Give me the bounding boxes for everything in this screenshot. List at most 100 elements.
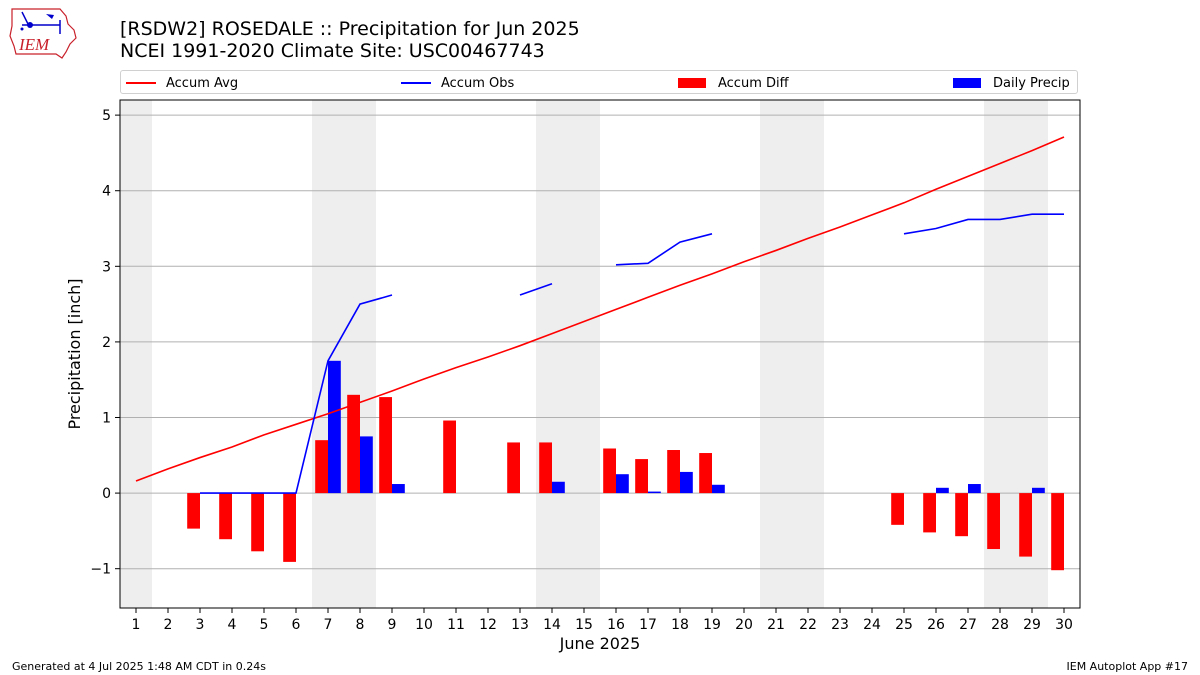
daily-precip-bar [1032, 487, 1045, 494]
daily-precip-bar [328, 360, 341, 494]
legend-swatch [126, 82, 156, 84]
svg-text:IEM: IEM [18, 35, 50, 54]
accum-diff-bar [955, 493, 968, 537]
daily-precip-bar [712, 484, 725, 494]
x-tick-label: 2 [164, 617, 173, 633]
x-tick-label: 24 [863, 617, 881, 633]
accum-diff-bar [347, 394, 360, 494]
y-tick-label: 1 [102, 411, 111, 427]
accum-obs-line [903, 213, 1064, 235]
x-tick-label: 28 [991, 617, 1009, 633]
x-tick-label: 16 [607, 617, 625, 633]
plot-frame [119, 99, 1081, 609]
accum-diff-bar [603, 448, 616, 494]
accum-diff-bar [667, 450, 680, 494]
x-tick-label: 21 [767, 617, 785, 633]
chart-legend: Accum Avg Accum Obs Accum Diff Daily Pre… [120, 70, 1078, 94]
accum-diff-bar [315, 440, 328, 494]
x-tick-label: 5 [260, 617, 269, 633]
accum-diff-bar [379, 397, 392, 494]
accum-avg-line [135, 136, 1065, 482]
x-tick-label: 15 [575, 617, 593, 633]
accum-obs-line [519, 282, 553, 296]
x-tick-label: 13 [511, 617, 529, 633]
daily-precip-bar [648, 491, 661, 494]
y-tick-label: 3 [102, 259, 111, 275]
x-tick-label: 18 [671, 617, 689, 633]
x-tick-label: 12 [479, 617, 497, 633]
legend-label: Accum Diff [718, 75, 789, 91]
y-axis-label: Precipitation [inch] [65, 278, 84, 429]
accum-diff-bar [539, 442, 552, 494]
daily-precip-bar [616, 474, 629, 494]
accum-diff-bar [923, 493, 936, 533]
x-tick-label: 20 [735, 617, 753, 633]
x-tick-label: 29 [1023, 617, 1041, 633]
x-tick-label: 25 [895, 617, 913, 633]
legend-swatch [953, 78, 981, 88]
y-tick-label: −1 [90, 562, 111, 578]
accum-diff-bar [1051, 493, 1064, 571]
x-tick-label: 23 [831, 617, 849, 633]
x-tick-label: 22 [799, 617, 817, 633]
x-tick-label: 4 [228, 617, 237, 633]
x-tick-label: 6 [292, 617, 301, 633]
chart-title: [RSDW2] ROSEDALE :: Precipitation for Ju… [120, 18, 580, 40]
accum-diff-bar [699, 453, 712, 494]
x-tick-label: 27 [959, 617, 977, 633]
accum-diff-bar [635, 459, 648, 494]
legend-item-accum-avg: Accum Avg [126, 74, 238, 92]
daily-precip-bar [936, 487, 949, 494]
y-tick-label: 2 [102, 335, 111, 351]
weekend-shade [312, 100, 376, 608]
x-tick-label: 30 [1055, 617, 1073, 633]
x-tick-label: 11 [447, 617, 465, 633]
x-tick-label: 17 [639, 617, 657, 633]
accum-obs-line [200, 294, 393, 494]
x-tick-label: 14 [543, 617, 561, 633]
x-tick-label: 7 [324, 617, 333, 633]
daily-precip-bar [968, 484, 981, 494]
daily-precip-bar [680, 471, 693, 494]
x-tick-label: 3 [196, 617, 205, 633]
accum-diff-bar [187, 493, 200, 529]
accum-diff-bar [219, 493, 232, 540]
legend-label: Accum Avg [166, 75, 239, 91]
x-axis-label: June 2025 [559, 634, 641, 653]
x-tick-label: 26 [927, 617, 945, 633]
chart-subtitle: NCEI 1991-2020 Climate Site: USC00467743 [120, 40, 545, 62]
accum-diff-bar [507, 442, 520, 494]
accum-diff-bar [251, 493, 264, 552]
legend-label: Daily Precip [993, 75, 1070, 91]
accum-obs-line [615, 233, 713, 266]
x-tick-label: 10 [415, 617, 433, 633]
y-tick-label: 4 [102, 184, 111, 200]
x-tick-label: 1 [132, 617, 141, 633]
legend-swatch [678, 78, 706, 88]
y-tick-label: 5 [102, 108, 111, 124]
x-tick-label: 19 [703, 617, 721, 633]
weekend-shade [120, 100, 152, 608]
iem-logo: IEM [9, 8, 77, 59]
legend-swatch [401, 82, 431, 84]
x-tick-label: 9 [388, 617, 397, 633]
accum-diff-bar [987, 493, 1000, 550]
y-tick-label: 0 [102, 486, 111, 502]
footer-app: IEM Autoplot App #17 [1066, 660, 1189, 673]
legend-item-daily-precip: Daily Precip [953, 74, 1070, 92]
weekend-shade [536, 100, 600, 608]
legend-label: Accum Obs [441, 75, 515, 91]
legend-item-accum-diff: Accum Diff [678, 74, 789, 92]
accum-diff-bar [891, 493, 904, 525]
accum-diff-bar [283, 493, 296, 562]
accum-diff-bar [443, 420, 456, 494]
daily-precip-bar [360, 436, 373, 494]
daily-precip-bar [552, 481, 565, 494]
weekend-shade [760, 100, 824, 608]
accum-diff-bar [1019, 493, 1032, 557]
daily-precip-bar [392, 484, 405, 494]
legend-item-accum-obs: Accum Obs [401, 74, 514, 92]
footer-generated: Generated at 4 Jul 2025 1:48 AM CDT in 0… [12, 660, 266, 673]
x-tick-label: 8 [356, 617, 365, 633]
